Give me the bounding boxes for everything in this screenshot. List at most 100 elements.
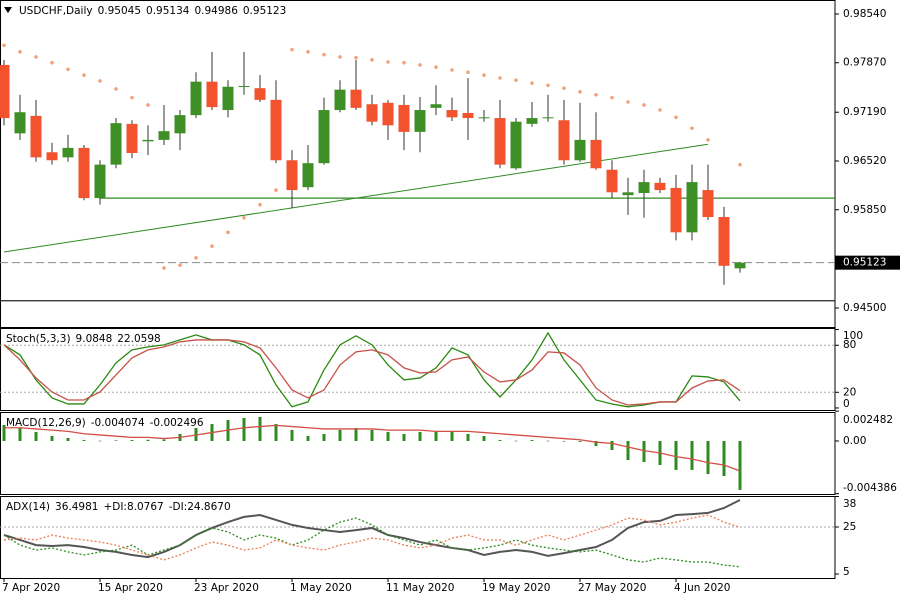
candle-body [526,118,538,124]
indicator-line [4,424,741,472]
sar-dot [434,65,438,69]
candle-body [494,118,506,165]
candle-body [158,131,170,140]
sar-dot [658,108,662,112]
candle-body [302,163,314,188]
x-tick-label: 19 May 2020 [482,582,550,594]
candle-body [62,147,74,158]
candle-body [110,123,122,165]
header-value: -0.002496 [150,417,204,429]
header-value: +DI:8.0767 [103,501,163,513]
indicator-line [3,331,741,408]
macd-bar [290,429,294,441]
x-tick-label: 15 Apr 2020 [98,582,163,594]
sar-dot [290,47,294,52]
macd-bar [466,434,470,441]
macd-bar [306,435,310,441]
macd-bar [674,440,678,470]
indicator-line [3,517,741,568]
sar-dot [514,78,518,83]
header-value: 0.95045 [98,5,141,17]
candle-body [382,102,394,126]
current-price-box [835,255,900,270]
macd-bar [66,437,70,441]
sar-dot [34,55,38,59]
macd-bar [562,440,566,442]
macd-bar [258,416,262,441]
candle-body [574,139,586,161]
macd-bar [2,424,6,441]
panel-frame [0,328,836,411]
header-value: 0.95123 [243,5,286,17]
macd-bar [450,431,454,441]
panel-frame [0,0,836,328]
sar-dot [402,60,406,65]
y-tick-label: 0.98540 [843,8,886,20]
macd-bar [546,440,550,442]
macd-bar [354,427,358,441]
sar-dot [642,103,646,107]
panel-header: USDCHF,Daily 0.95045 0.95134 0.94986 0.95123 [19,5,286,17]
y-tick-label: 0.97190 [843,106,886,118]
macd-bar [162,439,166,441]
sar-dot [242,215,246,220]
macd-bar [514,440,518,442]
y-tick-label: 5 [843,566,850,578]
menu-arrow[interactable] [4,7,12,13]
sar-dot [2,43,6,48]
panel-header: Stoch(5,3,3) 9.0848 22.0598 [6,333,161,345]
macd-bar [706,440,710,475]
macd-bar [610,440,614,450]
y-tick-label: 80 [843,339,856,351]
sar-dot [578,90,582,94]
sar-dot [274,188,278,192]
candle-body [366,104,378,122]
macd-bar [34,431,38,441]
candle-body [174,115,186,134]
sar-dot [738,162,742,167]
candle-body [334,89,346,111]
candle-body [414,110,426,132]
macd-bar [98,440,102,442]
sar-dot [82,73,86,77]
candle-body [654,182,666,191]
header-value: 9.0848 [76,333,113,345]
sar-dot [322,52,326,57]
sar-dot [162,266,166,270]
y-tick-label: 0.002482 [843,414,893,426]
macd-bar [530,440,534,441]
x-tick-label: 1 May 2020 [290,582,352,594]
sar-dot [706,138,710,142]
macd-bar [338,429,342,441]
y-tick-label: -0.004386 [843,482,897,494]
sar-dot [210,244,214,248]
candle-body [14,112,26,134]
y-tick-label: 38 [843,498,856,510]
candle-body [30,115,42,158]
macd-bar [322,434,326,441]
candle-body [286,160,298,191]
sar-dot [66,67,70,72]
candle-body [606,169,618,193]
macd-bar [690,440,694,470]
sar-dot [674,115,678,120]
macd-bar [386,431,390,441]
y-tick-label: 0.95850 [843,204,886,216]
macd-bar [626,440,630,460]
x-tick-label: 7 Apr 2020 [2,582,60,594]
sar-dot [306,50,310,54]
candle-body [590,139,602,169]
candle-body [734,262,746,269]
candle-body [510,121,522,169]
x-tick-label: 11 May 2020 [386,582,454,594]
macd-bar [130,440,134,441]
candle-body [446,110,458,118]
candle-body [558,120,570,161]
candle-body [478,117,490,119]
sar-dot [338,55,342,59]
candle-body [638,182,650,194]
sar-dot [98,79,102,83]
panel-header: MACD(12,26,9) -0.004074 -0.002496 [6,417,204,429]
sar-dot [546,83,550,88]
macd-bar [402,434,406,441]
